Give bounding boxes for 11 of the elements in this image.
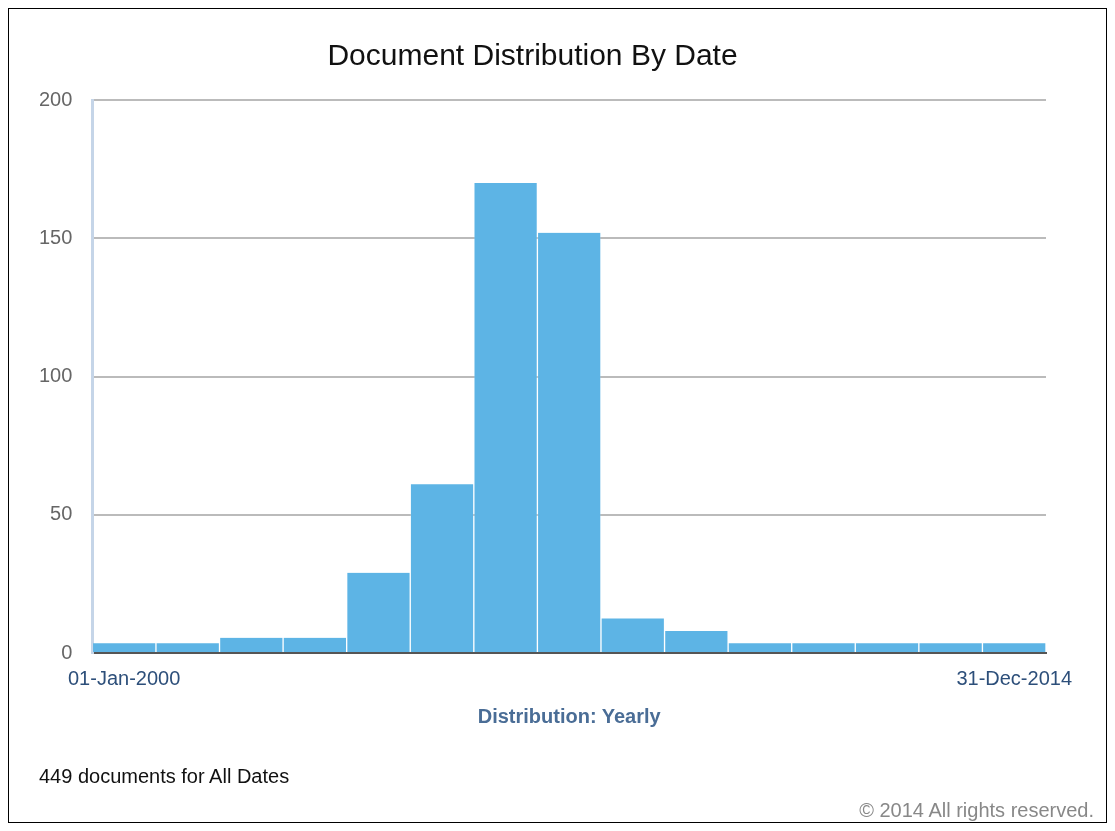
x-axis-title: Distribution: Yearly bbox=[477, 704, 662, 727]
y-tick-label: 200 bbox=[38, 87, 73, 110]
y-tick-label: 50 bbox=[50, 502, 73, 525]
y-tick-label: 0 bbox=[61, 640, 73, 663]
y-tick-label: 100 bbox=[38, 364, 73, 387]
y-tick-label: 150 bbox=[38, 225, 73, 248]
chart-title: Document Distribution By Date bbox=[327, 38, 738, 72]
text: © 2014 All rights reserved. bbox=[859, 799, 1094, 822]
text: 449 documents for All Dates bbox=[39, 765, 290, 788]
x-tick-label: 01-Jan-2000 bbox=[68, 666, 181, 689]
x-tick-label: 31-Dec-2014 bbox=[956, 666, 1073, 689]
